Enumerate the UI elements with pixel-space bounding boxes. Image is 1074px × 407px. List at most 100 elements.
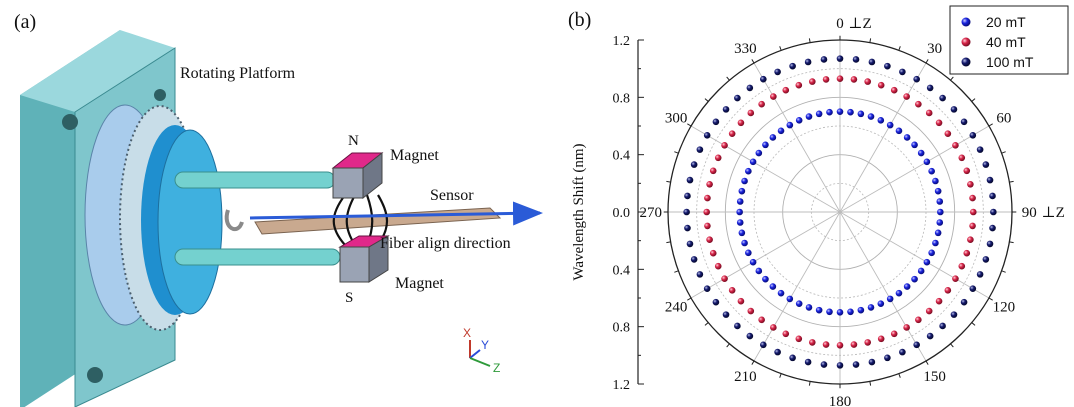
- data-point: [967, 180, 974, 188]
- data-point: [696, 146, 704, 153]
- data-point: [917, 149, 925, 157]
- data-point: [728, 130, 736, 137]
- data-point: [745, 167, 752, 175]
- rod-top: [174, 171, 336, 189]
- data-point: [884, 62, 891, 70]
- data-point: [969, 222, 976, 230]
- rotating-platform-label: Rotating Platform: [180, 65, 296, 82]
- data-point: [822, 76, 830, 83]
- data-point: [969, 194, 976, 202]
- angular-tick: [779, 373, 782, 378]
- data-point: [944, 130, 952, 137]
- angular-tick: [971, 322, 976, 326]
- data-point: [822, 341, 830, 348]
- data-point: [714, 154, 722, 162]
- data-point: [932, 239, 939, 247]
- data-point: [805, 113, 813, 120]
- data-point: [747, 307, 755, 315]
- data-point: [737, 119, 745, 127]
- data-point: [722, 311, 730, 318]
- data-point: [944, 287, 952, 294]
- angular-tick: [751, 360, 755, 365]
- pole-s-label: S: [345, 290, 353, 306]
- data-point: [935, 119, 943, 127]
- data-point: [877, 117, 885, 124]
- magnet-top-side: [362, 151, 383, 200]
- data-point: [857, 306, 865, 314]
- data-point: [928, 167, 935, 175]
- angular-tick: [674, 270, 679, 273]
- data-point: [770, 93, 777, 100]
- fiber-arrow: [249, 201, 543, 226]
- pole-n-label: N: [348, 133, 359, 149]
- data-point: [749, 158, 757, 166]
- angular-tick: [704, 98, 709, 102]
- angular-grid-line: [839, 211, 990, 299]
- data-point: [890, 86, 898, 94]
- panel-a: (a): [14, 11, 543, 407]
- angular-tick: [869, 381, 872, 386]
- angular-tick-label: 270: [640, 205, 663, 221]
- data-point: [926, 332, 934, 340]
- data-point: [706, 236, 713, 244]
- data-point: [782, 86, 790, 94]
- fiber-label: Fiber align direction: [380, 235, 511, 252]
- angular-tick: [666, 180, 671, 183]
- data-point: [782, 330, 790, 338]
- data-point: [935, 297, 943, 305]
- data-point: [884, 354, 891, 362]
- data-point: [815, 306, 823, 314]
- data-point: [683, 208, 690, 216]
- data-point: [696, 271, 704, 278]
- rods: [174, 171, 341, 266]
- data-point: [911, 141, 918, 149]
- data-point: [795, 81, 803, 89]
- data-point: [899, 348, 906, 356]
- data-point: [923, 158, 931, 166]
- data-point: [936, 219, 944, 226]
- data-point: [815, 110, 823, 118]
- angular-tick-label: 210: [734, 369, 757, 385]
- angular-tick-label: 0: [836, 16, 844, 32]
- data-point: [963, 167, 971, 175]
- panel-b-label: (b): [568, 9, 591, 31]
- data-point: [826, 308, 833, 316]
- data-point: [950, 106, 958, 113]
- data-point: [934, 229, 942, 237]
- data-point: [758, 100, 765, 108]
- polar-points: [683, 55, 997, 369]
- radial-tick-label: 0.8: [613, 91, 631, 106]
- data-point: [969, 285, 977, 292]
- data-point: [746, 332, 754, 340]
- data-point: [795, 300, 803, 307]
- angular-grid-line: [690, 125, 841, 213]
- angular-grid-line: [690, 211, 841, 299]
- data-point: [926, 84, 934, 92]
- data-point: [847, 108, 854, 116]
- data-point: [868, 358, 876, 366]
- data-point: [721, 142, 728, 149]
- angular-tick-label: 150: [923, 369, 946, 385]
- angular-tick: [898, 46, 901, 51]
- sensor-label: Sensor: [430, 187, 474, 204]
- angular-tick-label: 180: [829, 394, 852, 407]
- data-point: [795, 335, 803, 343]
- panel-a-label: (a): [14, 11, 36, 33]
- angular-tick-label: 30: [927, 41, 942, 57]
- data-point: [734, 94, 741, 102]
- data-point: [704, 222, 711, 230]
- magnet-top-front: [332, 167, 364, 199]
- magnet-top-label: Magnet: [390, 147, 439, 164]
- legend-items: 20 mT 40 mT 100 mT: [961, 14, 1034, 70]
- data-point: [989, 192, 996, 200]
- legend-label: 100 mT: [986, 54, 1034, 70]
- magnet-top: [331, 151, 384, 200]
- data-point: [738, 187, 746, 195]
- data-point: [684, 224, 691, 232]
- data-point: [895, 289, 903, 297]
- data-point: [746, 84, 754, 92]
- axes-triad: X Y Z: [463, 326, 500, 375]
- magnet-bottom: [338, 235, 390, 283]
- legend-marker: [961, 17, 971, 27]
